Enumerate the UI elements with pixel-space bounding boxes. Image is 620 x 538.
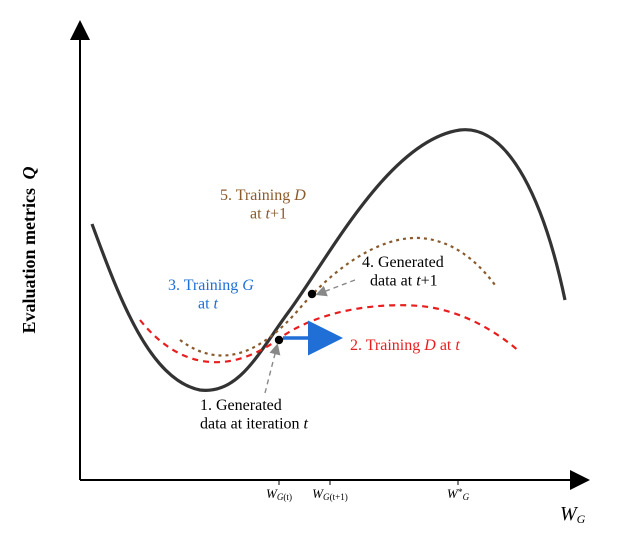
callout-1 — [265, 346, 277, 393]
svg-text:WG(t): WG(t) — [266, 486, 292, 502]
annotation-1: 1. Generateddata at iteration t — [200, 397, 309, 432]
main-curve — [92, 130, 565, 391]
red-dashed-curve — [140, 305, 520, 362]
annotation-5: 5. Training Dat t+1 — [220, 187, 306, 222]
annotation-4: 4. Generateddata at t+1 — [362, 254, 444, 289]
svg-text:W*G: W*G — [447, 486, 470, 502]
annotation-2: 2. Training D at t — [350, 337, 460, 354]
x-axis-label: WG — [560, 503, 586, 526]
point-generated-t — [275, 336, 283, 344]
point-generated-t1 — [308, 290, 316, 298]
callout-4 — [318, 280, 355, 294]
y-axis-label: Evaluation metrics Q — [19, 167, 39, 334]
x-tick-labels: WG(t) WG(t+1) W*G — [266, 480, 470, 502]
svg-text:WG(t+1): WG(t+1) — [312, 486, 348, 502]
annotation-3: 3. Training Gat t — [168, 277, 254, 312]
